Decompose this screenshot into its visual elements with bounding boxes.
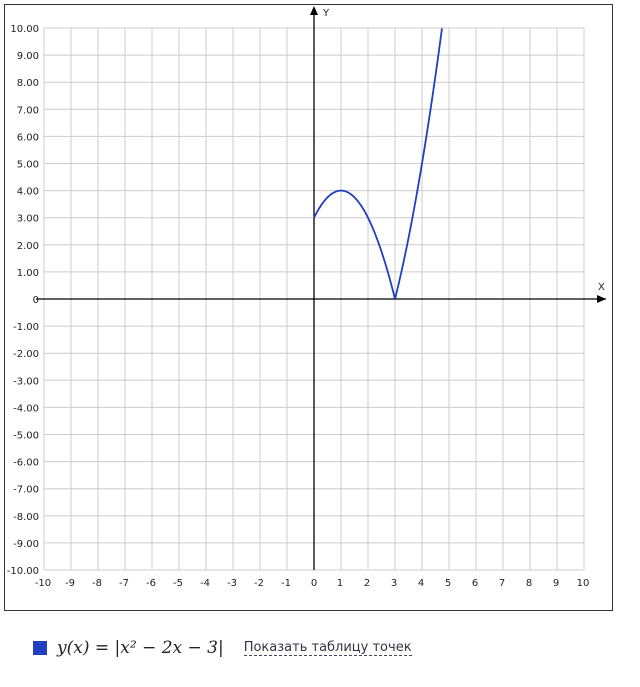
x-tick-label: 8	[526, 578, 532, 589]
y-tick-label: 7.00	[17, 105, 39, 116]
y-tick-label: 0	[33, 295, 39, 306]
y-tick-label: 8.00	[17, 78, 39, 89]
y-tick-label: -3.00	[13, 376, 39, 387]
y-tick-label: -7.00	[13, 485, 39, 496]
legend: y(x) = |x² − 2x − 3| Показать таблицу то…	[33, 638, 412, 658]
y-axis-label: Y	[322, 8, 330, 19]
x-tick-label: -7	[119, 578, 129, 589]
x-tick-label: 10	[577, 578, 590, 589]
x-tick-label: 1	[337, 578, 343, 589]
y-tick-label: 4.00	[17, 187, 39, 198]
x-tick-label: 9	[553, 578, 559, 589]
x-tick-label: -9	[65, 578, 75, 589]
y-tick-label: 9.00	[17, 51, 39, 62]
series-line	[313, 28, 443, 300]
x-tick-label: 4	[418, 578, 424, 589]
chart-frame	[4, 4, 613, 611]
x-tick-label: 6	[472, 578, 478, 589]
y-tick-label: -4.00	[13, 403, 39, 414]
y-tick-label: -6.00	[13, 458, 39, 469]
x-tick-label: -1	[281, 578, 291, 589]
y-tick-label: 3.00	[17, 214, 39, 225]
x-tick-label: -8	[92, 578, 102, 589]
x-tick-label: -3	[227, 578, 237, 589]
y-tick-label: 6.00	[17, 132, 39, 143]
y-tick-label: 10.00	[10, 24, 39, 35]
y-axis-arrow	[310, 6, 318, 15]
y-tick-label: -2.00	[13, 349, 39, 360]
y-tick-label: -9.00	[13, 539, 39, 550]
x-tick-label: -2	[254, 578, 264, 589]
chart: XY-10 -9 -8 -7 -6 -5 -4 -3 -2 -1 0 1 2 3 4 5 6 7 8 9 1010.00…	[7, 6, 606, 589]
y-tick-label: 2.00	[17, 241, 39, 252]
y-tick-label: -1.00	[13, 322, 39, 333]
x-tick-label: -4	[200, 578, 210, 589]
x-axis-label: X	[598, 282, 605, 293]
x-tick-label: 2	[364, 578, 370, 589]
x-axis-arrow	[597, 295, 606, 303]
series-formula: y(x) = |x² − 2x − 3|	[57, 638, 224, 658]
y-tick-label: 5.00	[17, 160, 39, 171]
x-tick-label: 3	[391, 578, 397, 589]
x-tick-label: 7	[499, 578, 505, 589]
series-color-swatch	[33, 641, 47, 655]
show-points-table-link[interactable]: Показать таблицу точек	[243, 640, 412, 656]
y-tick-label: -10.00	[7, 566, 39, 577]
y-tick-label: 1.00	[17, 268, 39, 279]
y-tick-label: -8.00	[13, 512, 39, 523]
x-tick-label: 5	[445, 578, 451, 589]
x-tick-label: 0	[311, 578, 317, 589]
x-tick-label: -6	[146, 578, 156, 589]
x-tick-label: -10	[35, 578, 51, 589]
y-tick-label: -5.00	[13, 431, 39, 442]
x-tick-label: -5	[173, 578, 183, 589]
